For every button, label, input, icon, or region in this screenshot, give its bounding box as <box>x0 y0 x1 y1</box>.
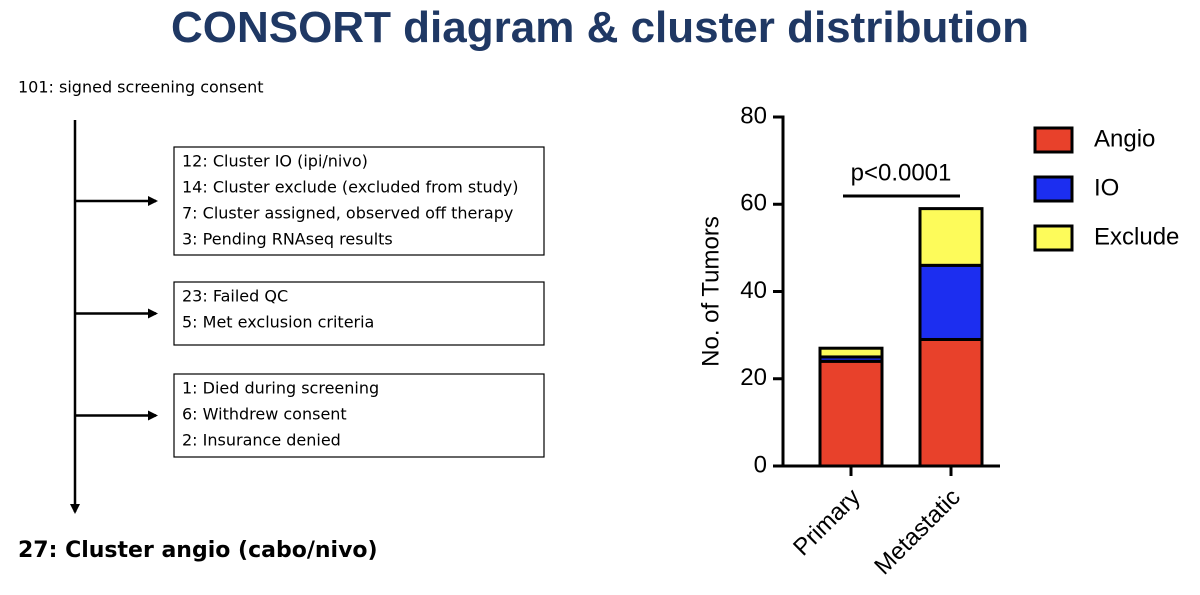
box-line: 6: Withdrew consent <box>182 405 347 424</box>
bar-segment <box>918 207 984 267</box>
box-line: 23: Failed QC <box>182 287 288 306</box>
exclusion-box <box>173 373 545 458</box>
result: 27: Cluster angio (cabo/nivo) <box>18 538 378 563</box>
y-tick-label: 60 <box>740 190 767 217</box>
box-line: 7: Cluster assigned, observed off therap… <box>182 204 513 223</box>
bar-segment <box>918 263 984 341</box>
chart: 0 20 40 60 80 No. of Tumors Primary Metastatic p… <box>697 102 1179 580</box>
box-line: 12: Cluster IO (ipi/nivo) <box>182 152 368 171</box>
bar-segment <box>818 359 884 468</box>
bar-segment <box>818 346 884 359</box>
box-line: 2: Insurance denied <box>182 431 341 450</box>
y-tick-label: 20 <box>740 364 767 391</box>
x-tick-label: Metastatic <box>869 484 965 580</box>
slide-title: CONSORT diagram & cluster distribution <box>171 3 1029 52</box>
legend-swatch <box>1033 126 1074 154</box>
box-line: 1: Died during screening <box>182 379 379 398</box>
legend-label: Exclude <box>1094 223 1179 250</box>
y-tick-label: 80 <box>740 102 767 129</box>
y-tick-label: 0 <box>754 451 767 478</box>
legend-swatch <box>1033 175 1074 203</box>
bar-segment <box>918 337 984 468</box>
annotation: p<0.0001 <box>851 159 952 186</box>
legend-label: IO <box>1094 174 1119 201</box>
exclusion-box <box>173 281 545 346</box>
enrolled: 101: signed screening consent <box>18 78 264 97</box>
y-tick-label: 40 <box>740 277 767 304</box>
y-axis-label: No. of Tumors <box>697 216 724 367</box>
box-line: 5: Met exclusion criteria <box>182 313 374 332</box>
legend-label: Angio <box>1094 125 1155 152</box>
consort-diagram: 101: signed screening consent 27: Cluste… <box>18 78 545 563</box>
x-tick-label: Primary <box>788 484 866 562</box>
exclusion-box <box>173 146 545 256</box>
box-line: 3: Pending RNAseq results <box>182 230 393 249</box>
box-line: 14: Cluster exclude (excluded from study… <box>182 178 518 197</box>
legend-swatch <box>1033 224 1074 252</box>
